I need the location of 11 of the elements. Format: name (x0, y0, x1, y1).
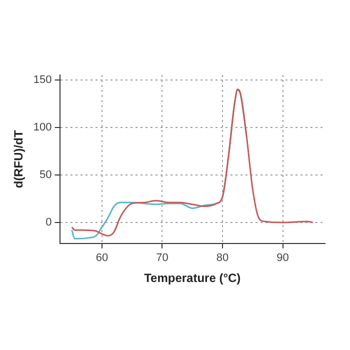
x-tick-label: 60 (96, 252, 108, 264)
x-axis-title: Temperature (°C) (144, 271, 241, 286)
y-axis-title: d(RFU)/dT (12, 130, 26, 188)
y-tick-label: 0 (46, 216, 52, 228)
x-tick-label: 90 (276, 252, 289, 264)
y-tick-label: 100 (33, 121, 52, 134)
x-tick-label: 80 (216, 252, 229, 264)
x-tick-label: 70 (156, 252, 168, 264)
line-series (71, 88, 314, 237)
y-tick-label: 150 (33, 74, 52, 86)
y-tick-label: 50 (40, 168, 52, 181)
